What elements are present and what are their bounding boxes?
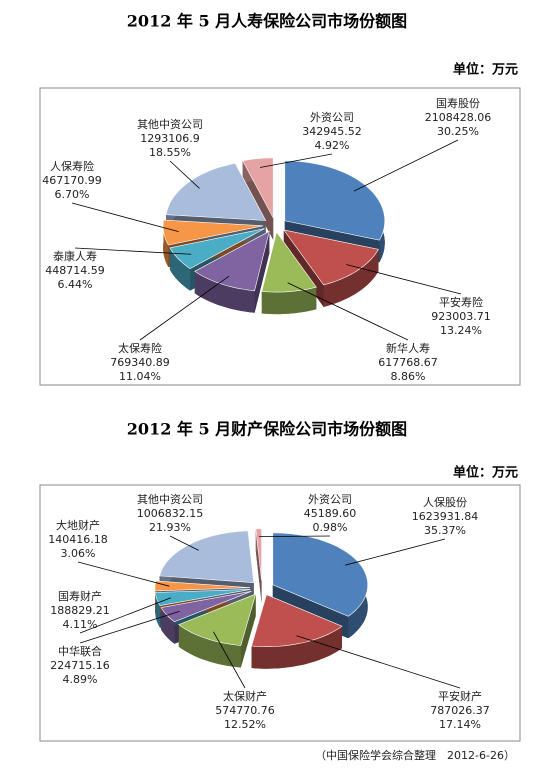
- footer: （中国保险学会综合整理 2012-6-26）: [315, 748, 515, 762]
- slice-wall: [163, 220, 169, 267]
- slice-label: 太保财产: [223, 689, 267, 703]
- slice-value: 467170.99: [42, 174, 102, 187]
- leader-line: [213, 631, 246, 689]
- leader-line: [259, 535, 331, 538]
- slice-value: 224715.16: [50, 659, 110, 672]
- slice-value: 574770.76: [215, 704, 275, 717]
- slice-value: 2108428.06: [425, 111, 491, 124]
- pie-slice: [165, 162, 267, 221]
- slice-percent: 0.98%: [313, 521, 348, 534]
- slice-label: 大地财产: [56, 518, 100, 532]
- slice-label: 外资公司: [308, 493, 352, 506]
- slice-label: 人保寿险: [50, 159, 94, 173]
- unit-label: 单位：万元: [453, 465, 518, 481]
- slice-value: 448714.59: [45, 264, 105, 277]
- slice-label: 国寿股份: [436, 96, 480, 110]
- slice-label: 泰康人寿: [53, 249, 97, 263]
- slice-percent: 8.86%: [391, 370, 426, 383]
- slice-percent: 6.70%: [55, 188, 90, 201]
- slice-label: 其他中资公司: [137, 493, 203, 506]
- slice-value: 140416.18: [48, 533, 108, 546]
- leader-line: [169, 535, 199, 551]
- pie-slice: [261, 231, 317, 293]
- slice-wall: [261, 287, 317, 315]
- pie-slice: [194, 230, 270, 292]
- chart-title: 2012 年 5 月人寿保险公司市场份额图: [127, 12, 407, 31]
- slice-percent: 21.93%: [149, 521, 191, 534]
- slice-percent: 4.11%: [63, 618, 98, 631]
- slice-label: 太保寿险: [118, 341, 162, 355]
- slice-value: 1293106.9: [140, 132, 200, 145]
- pie-slice: [242, 157, 274, 219]
- leader-line: [71, 202, 179, 233]
- slice-wall: [161, 607, 175, 644]
- slice-label: 新华人寿: [386, 341, 430, 355]
- slice-percent: 13.24%: [440, 324, 482, 337]
- slice-value: 923003.71: [431, 310, 491, 323]
- leader-line: [139, 275, 230, 341]
- slice-label: 其他中资公司: [137, 118, 203, 131]
- leader-line: [287, 282, 409, 341]
- slice-value: 787026.37: [430, 704, 490, 717]
- slice-value: 769340.89: [110, 356, 170, 369]
- pie-slice: [284, 160, 386, 241]
- leader-line: [74, 247, 192, 255]
- slice-label: 平安寿险: [439, 295, 483, 309]
- slice-value: 45189.60: [304, 507, 357, 520]
- pie-slice: [162, 219, 264, 246]
- pie-slice: [255, 528, 262, 581]
- leader-line: [79, 597, 172, 634]
- leader-line: [296, 635, 461, 689]
- slice-wall: [194, 271, 255, 313]
- slice-percent: 4.92%: [315, 139, 350, 152]
- pie-slice: [169, 228, 265, 269]
- slice-label: 平安财产: [438, 689, 482, 703]
- pie-slice: [155, 589, 251, 607]
- slice-label: 中华联合: [58, 644, 102, 658]
- slice-percent: 30.25%: [437, 125, 479, 138]
- slice-percent: 4.89%: [63, 673, 98, 686]
- leader-line: [79, 611, 180, 644]
- slice-percent: 12.52%: [224, 718, 266, 731]
- slice-value: 617768.67: [378, 356, 438, 369]
- slice-value: 188829.21: [50, 604, 110, 617]
- leader-line: [169, 160, 200, 189]
- slice-percent: 18.55%: [149, 146, 191, 159]
- leader-line: [345, 538, 446, 566]
- slice-value: 342945.52: [302, 125, 362, 138]
- unit-label: 单位：万元: [453, 62, 518, 78]
- chart-title: 2012 年 5 月财产保险公司市场份额图: [127, 420, 407, 439]
- slice-wall: [178, 624, 241, 668]
- slice-label: 国寿财产: [58, 589, 102, 603]
- leader-line: [259, 153, 333, 168]
- pie-slice: [154, 580, 251, 592]
- slice-percent: 35.37%: [424, 524, 466, 537]
- leader-line: [77, 561, 170, 587]
- leader-line: [353, 139, 459, 192]
- slice-percent: 3.06%: [61, 547, 96, 560]
- slice-label: 人保股份: [423, 495, 467, 509]
- slice-wall: [251, 626, 342, 669]
- slice-percent: 17.14%: [439, 718, 481, 731]
- pie-slice: [178, 593, 257, 646]
- slice-value: 1623931.84: [412, 510, 478, 523]
- slice-wall: [169, 247, 191, 291]
- leader-line: [346, 264, 462, 295]
- slice-value: 1006832.15: [137, 507, 203, 520]
- slice-label: 外资公司: [310, 111, 354, 124]
- slice-percent: 11.04%: [119, 370, 161, 383]
- pie-slice: [160, 591, 252, 623]
- pie-slice: [251, 594, 343, 648]
- pie-slice: [159, 530, 255, 584]
- pie-slice: [283, 229, 379, 286]
- slice-percent: 6.44%: [58, 278, 93, 291]
- slice-wall: [323, 249, 379, 307]
